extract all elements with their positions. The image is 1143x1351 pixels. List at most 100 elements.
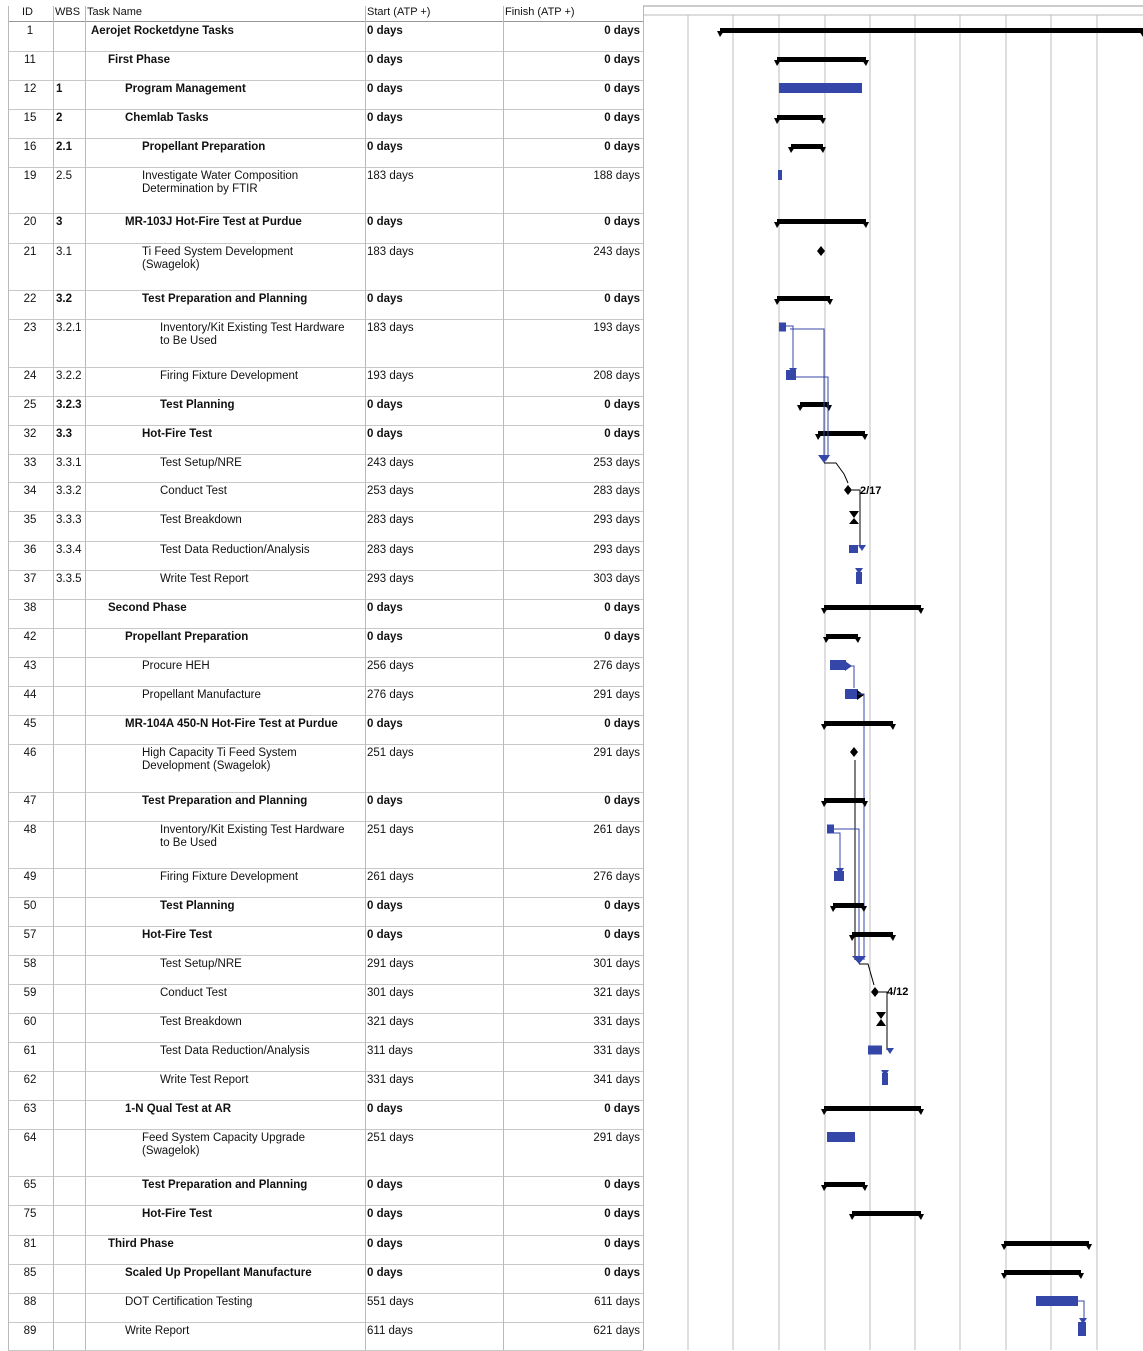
row-divider xyxy=(8,715,643,716)
task-finish: 0 days xyxy=(604,1103,640,1115)
task-bar xyxy=(827,824,834,834)
task-name: Write Test Report xyxy=(160,573,249,585)
header-finish[interactable]: Finish (ATP +) xyxy=(505,6,575,18)
task-name: MR-104A 450-N Hot-Fire Test at Purdue xyxy=(125,718,338,730)
row-divider xyxy=(8,657,643,658)
task-start: 0 days xyxy=(367,54,403,66)
task-wbs: 3.2.3 xyxy=(56,399,82,411)
task-bar xyxy=(779,83,862,93)
task-wbs: 1 xyxy=(56,83,63,95)
row-divider xyxy=(8,367,643,368)
row-divider xyxy=(8,541,643,542)
milestone xyxy=(876,1012,886,1026)
task-start: 261 days xyxy=(367,871,414,883)
summary-bar-end xyxy=(862,60,869,66)
row-divider xyxy=(8,599,643,600)
task-finish: 0 days xyxy=(604,631,640,643)
task-start: 0 days xyxy=(367,399,403,411)
dependency-arrow xyxy=(855,568,863,574)
task-start: 0 days xyxy=(367,216,403,228)
task-id: 46 xyxy=(23,747,37,759)
row-divider xyxy=(8,1100,643,1101)
task-wbs: 3 xyxy=(56,216,63,228)
header-task-name[interactable]: Task Name xyxy=(87,6,143,18)
row-divider xyxy=(8,482,643,483)
task-bar xyxy=(849,545,858,553)
task-start: 183 days xyxy=(367,322,414,334)
milestone-label: 2/17 xyxy=(860,485,881,497)
task-start: 0 days xyxy=(367,795,403,807)
row-divider xyxy=(8,1013,643,1014)
summary-bar-end xyxy=(889,724,896,730)
task-id: 49 xyxy=(23,871,37,883)
task-start: 0 days xyxy=(367,900,403,912)
task-start: 301 days xyxy=(367,987,414,999)
task-name: Program Management xyxy=(125,83,246,95)
task-name: Test Preparation and Planning xyxy=(142,795,308,807)
dependency-link xyxy=(824,462,849,484)
task-id: 57 xyxy=(23,929,37,941)
task-wbs: 3.3.3 xyxy=(56,514,82,526)
task-id: 88 xyxy=(23,1296,37,1308)
task-bar xyxy=(856,572,862,584)
summary-bar-end xyxy=(1139,31,1143,37)
column-divider xyxy=(53,6,54,1350)
task-name: Test Planning xyxy=(160,399,235,411)
task-bar xyxy=(845,689,858,699)
summary-bar xyxy=(777,219,866,224)
task-id: 16 xyxy=(23,141,37,153)
header-start[interactable]: Start (ATP +) xyxy=(367,6,431,18)
summary-bar-end xyxy=(717,31,724,37)
summary-bar xyxy=(824,798,865,803)
header-wbs[interactable]: WBS xyxy=(55,6,81,18)
task-id: 35 xyxy=(23,514,37,526)
task-id: 34 xyxy=(23,485,37,497)
task-name: First Phase xyxy=(108,54,170,66)
task-start: 276 days xyxy=(367,689,414,701)
task-id: 24 xyxy=(23,370,37,382)
summary-bar-end xyxy=(861,801,868,807)
task-finish: 291 days xyxy=(593,689,640,701)
task-wbs: 3.2 xyxy=(56,293,72,305)
summary-bar-end xyxy=(861,434,868,440)
task-id: 89 xyxy=(23,1325,37,1337)
summary-bar-end xyxy=(889,935,896,941)
summary-bar-end xyxy=(774,222,781,228)
dependency-arrow xyxy=(886,1048,894,1054)
task-name: Test Planning xyxy=(160,900,235,912)
row-divider xyxy=(8,984,643,985)
task-finish: 0 days xyxy=(604,1267,640,1279)
task-wbs: 3.2.1 xyxy=(56,322,82,334)
task-finish: 0 days xyxy=(604,54,640,66)
task-wbs: 2.1 xyxy=(56,141,72,153)
task-bar xyxy=(786,370,796,380)
task-finish: 303 days xyxy=(593,573,640,585)
header-id[interactable]: ID xyxy=(22,6,33,18)
task-finish: 253 days xyxy=(593,457,640,469)
summary-bar-end xyxy=(854,637,861,643)
task-id: 60 xyxy=(23,1016,37,1028)
summary-bar-end xyxy=(830,906,837,912)
task-finish: 0 days xyxy=(604,112,640,124)
task-id: 75 xyxy=(23,1208,37,1220)
row-divider xyxy=(8,1205,643,1206)
task-finish: 0 days xyxy=(604,293,640,305)
task-bar xyxy=(868,1045,882,1055)
summary-bar-end xyxy=(821,1109,828,1115)
task-start: 0 days xyxy=(367,602,403,614)
summary-bar-end xyxy=(1001,1273,1008,1279)
task-name: Write Test Report xyxy=(160,1074,249,1086)
summary-bar-end xyxy=(821,608,828,614)
row-divider xyxy=(8,1293,643,1294)
task-bar xyxy=(830,660,846,670)
column-divider xyxy=(8,6,9,1350)
task-id: 19 xyxy=(23,170,37,182)
task-start: 331 days xyxy=(367,1074,414,1086)
dependency-arrow xyxy=(1079,1318,1087,1324)
task-id: 81 xyxy=(23,1238,37,1250)
task-finish: 301 days xyxy=(593,958,640,970)
task-finish: 276 days xyxy=(593,660,640,672)
task-id: 42 xyxy=(23,631,37,643)
summary-bar xyxy=(824,1106,921,1111)
row-divider xyxy=(8,511,643,512)
